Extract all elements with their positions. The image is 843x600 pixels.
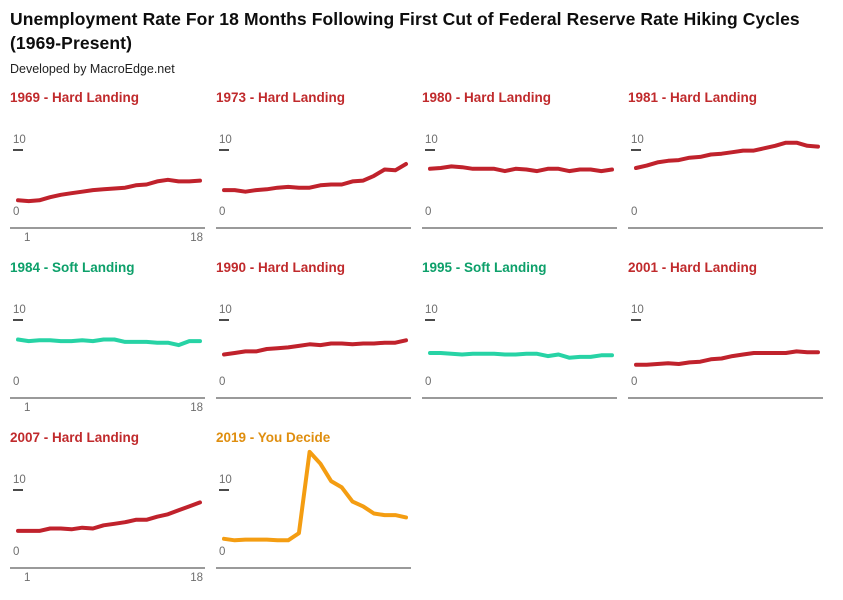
y-axis-label-0: 0 [631, 376, 638, 388]
x-axis-label-last: 18 [190, 402, 203, 414]
y-axis-label-0: 0 [219, 206, 226, 218]
unemployment-line-chart [428, 164, 614, 174]
y-axis-tick-10 [425, 149, 435, 151]
chart-panel: 2019 - You Decide 10 0 [216, 428, 411, 598]
panel-title: 2019 - You Decide [216, 430, 331, 445]
chart-panel: 2007 - Hard Landing 10 0 1 18 [10, 428, 205, 598]
y-axis-label-10: 10 [631, 134, 644, 146]
y-axis-label-10: 10 [219, 474, 232, 486]
panel-title: 1973 - Hard Landing [216, 90, 346, 105]
page-title: Unemployment Rate For 18 Months Followin… [10, 9, 800, 53]
x-axis-labels: 1 18 [10, 232, 205, 244]
panel-title: 1990 - Hard Landing [216, 260, 346, 275]
y-axis-label-10: 10 [13, 474, 26, 486]
y-axis-tick-10 [13, 149, 23, 151]
y-axis-label-0: 0 [425, 206, 432, 218]
y-axis-label-0: 0 [631, 206, 638, 218]
y-axis-label-0: 0 [13, 546, 20, 558]
unemployment-line-chart [16, 500, 202, 533]
x-axis-line [628, 227, 823, 229]
y-axis-tick-10 [631, 149, 641, 151]
y-axis-tick-10 [631, 319, 641, 321]
x-axis-labels: 1 18 [10, 572, 205, 584]
unemployment-line-chart [222, 449, 408, 543]
y-axis-tick-10 [13, 489, 23, 491]
chart-panel: 1990 - Hard Landing 10 0 [216, 258, 411, 428]
x-axis-line [422, 397, 617, 399]
x-axis-labels: 1 18 [10, 402, 205, 414]
x-axis-label-first: 1 [24, 572, 31, 584]
panel-title: 2007 - Hard Landing [10, 430, 140, 445]
x-axis-line [216, 567, 411, 569]
data-line [16, 337, 202, 348]
chart-panel: 1981 - Hard Landing 10 0 [628, 88, 823, 258]
chart-panel: 1973 - Hard Landing 10 0 [216, 88, 411, 258]
y-axis-tick-10 [425, 319, 435, 321]
y-axis-label-0: 0 [425, 376, 432, 388]
data-line [428, 351, 614, 360]
panel-title: 2001 - Hard Landing [628, 260, 758, 275]
y-axis-label-0: 0 [13, 376, 20, 388]
x-axis-label-first: 1 [24, 232, 31, 244]
panel-title: 1984 - Soft Landing [10, 260, 135, 275]
unemployment-line-chart [634, 349, 820, 367]
y-axis-tick-10 [13, 319, 23, 321]
unemployment-line-chart [16, 337, 202, 348]
unemployment-line-chart [16, 177, 202, 204]
data-line [222, 449, 408, 543]
x-axis-label-last: 18 [190, 232, 203, 244]
data-line [16, 177, 202, 204]
y-axis-label-10: 10 [425, 304, 438, 316]
charts-grid: 1969 - Hard Landing 10 0 1 18 1973 - Hard Lan… [10, 88, 843, 598]
x-axis-line [10, 397, 205, 399]
data-line [428, 164, 614, 174]
chart-panel: 1995 - Soft Landing 10 0 [422, 258, 617, 428]
panel-title: 1995 - Soft Landing [422, 260, 547, 275]
y-axis-label-10: 10 [13, 304, 26, 316]
data-line [16, 500, 202, 533]
y-axis-label-10: 10 [425, 134, 438, 146]
panel-title: 1969 - Hard Landing [10, 90, 140, 105]
x-axis-line [10, 567, 205, 569]
y-axis-label-10: 10 [219, 304, 232, 316]
y-axis-label-0: 0 [13, 206, 20, 218]
panel-title: 1980 - Hard Landing [422, 90, 552, 105]
y-axis-label-0: 0 [219, 546, 226, 558]
chart-panel: 1969 - Hard Landing 10 0 1 18 [10, 88, 205, 258]
unemployment-line-chart [634, 140, 820, 170]
y-axis-label-10: 10 [631, 304, 644, 316]
unemployment-line-chart [222, 338, 408, 357]
data-line [634, 349, 820, 367]
y-axis-label-10: 10 [219, 134, 232, 146]
y-axis-tick-10 [219, 489, 229, 491]
x-axis-line [422, 227, 617, 229]
chart-panel: 2001 - Hard Landing 10 0 [628, 258, 823, 428]
page-header: Unemployment Rate For 18 Months Followin… [10, 8, 835, 76]
panel-title: 1981 - Hard Landing [628, 90, 758, 105]
data-line [634, 140, 820, 170]
chart-panel: 1980 - Hard Landing 10 0 [422, 88, 617, 258]
x-axis-label-first: 1 [24, 402, 31, 414]
y-axis-tick-10 [219, 149, 229, 151]
unemployment-line-chart [222, 162, 408, 194]
data-line [222, 162, 408, 194]
data-line [222, 338, 408, 357]
y-axis-label-10: 10 [13, 134, 26, 146]
x-axis-label-last: 18 [190, 572, 203, 584]
page-subtitle: Developed by MacroEdge.net [10, 62, 175, 77]
x-axis-line [216, 397, 411, 399]
x-axis-line [10, 227, 205, 229]
y-axis-tick-10 [219, 319, 229, 321]
x-axis-line [628, 397, 823, 399]
unemployment-line-chart [428, 351, 614, 360]
chart-panel: 1984 - Soft Landing 10 0 1 18 [10, 258, 205, 428]
x-axis-line [216, 227, 411, 229]
y-axis-label-0: 0 [219, 376, 226, 388]
